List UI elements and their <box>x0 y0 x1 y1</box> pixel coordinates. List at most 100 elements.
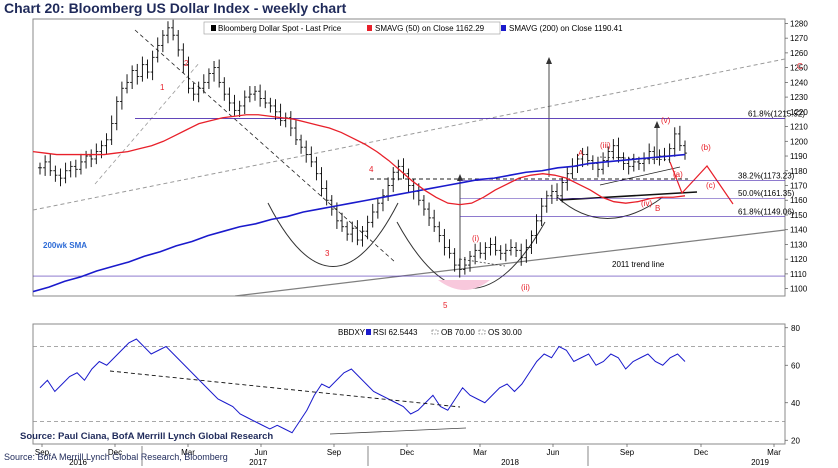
ohlc-bar <box>662 147 667 162</box>
chart-title: Chart 20: Bloomberg US Dollar Index - we… <box>4 0 347 16</box>
ohlc-bar <box>427 202 432 227</box>
price-y-tick-label: 1280 <box>790 19 808 28</box>
right-rounding-bottom <box>556 196 664 219</box>
x-month-label: Dec <box>108 448 122 457</box>
wave-label-b: B <box>655 204 660 213</box>
price-y-tick-label: 1260 <box>790 49 808 58</box>
ohlc-bar <box>621 152 626 171</box>
rsi-y-tick-label: 40 <box>791 399 800 408</box>
ohlc-bar <box>539 198 544 227</box>
ohlc-bar <box>78 153 83 175</box>
price-panel-frame <box>32 18 786 297</box>
ohlc-bar <box>442 228 447 256</box>
ohlc-bar <box>37 162 43 175</box>
rsi-trendlines <box>109 370 467 435</box>
ohlc-bar <box>534 214 539 244</box>
ohlc-bar <box>191 83 196 101</box>
fib-label-1: 38.2%(1173.23) <box>738 172 795 181</box>
x-month-label: Jun <box>547 448 560 457</box>
ohlc-bar <box>462 256 467 275</box>
wave-label-i: (i) <box>472 234 479 243</box>
ohlc-bar <box>503 243 508 262</box>
x-month-label: Dec <box>400 448 414 457</box>
ohlc-bar <box>53 165 58 182</box>
legend-rsi: RSI 62.5443 <box>373 328 418 337</box>
ohlc-bar <box>631 153 636 172</box>
ohlc-bar <box>124 74 130 94</box>
ohlc-bar <box>324 180 329 206</box>
ohlc-bar <box>84 150 89 169</box>
wave-label-5: 5 <box>443 301 448 310</box>
wave-label-b-small: (b) <box>701 143 711 152</box>
wave-i-ii-dotted <box>459 258 506 267</box>
ohlc-bar <box>447 239 452 259</box>
price-y-tick-label: 1240 <box>790 78 808 87</box>
ohlc-bar <box>186 56 191 94</box>
ohlc-bar <box>677 125 682 151</box>
wave-label-a-small: (a) <box>673 170 683 179</box>
rsi-line <box>39 338 686 434</box>
ohlc-bar <box>519 243 524 266</box>
ohlc-bar <box>329 195 334 216</box>
ohlc-bar <box>493 236 498 256</box>
price-y-tick-label: 1190 <box>790 152 808 161</box>
fib-labels-group: 61.8%(1215.52) 38.2%(1173.23) 50.0%(1161.3… <box>738 109 805 216</box>
wave-label-v: (v) <box>661 116 671 125</box>
x-month-label: Mar <box>473 448 487 457</box>
ohlc-bar <box>682 140 688 160</box>
fib-label-2: 50.0%(1161.35) <box>738 189 795 198</box>
upper-dashed-trendline <box>33 58 785 211</box>
ohlc-bar <box>201 74 206 94</box>
ohlc-bar <box>119 81 124 110</box>
pink-bottom-highlight <box>438 280 490 290</box>
ohlc-bar <box>278 103 283 126</box>
ohlc-bar <box>544 190 549 213</box>
legend-os: OS 30.00 <box>488 328 522 337</box>
ohlc-bar <box>652 146 657 165</box>
ohlc-bar <box>263 90 268 109</box>
ohlc-bar <box>386 177 391 201</box>
ohlc-bar <box>339 212 345 232</box>
wave-1-2-dashed-line <box>94 61 201 185</box>
rsi-down-trendline <box>109 370 461 408</box>
ohlc-bar <box>467 251 473 272</box>
ohlc-bar <box>560 177 565 203</box>
triangle-lower-support <box>559 191 698 201</box>
ohlc-bar <box>437 221 442 243</box>
ohlc-bar <box>58 168 63 187</box>
ohlc-bar <box>406 168 411 193</box>
ohlc-bar <box>508 239 513 256</box>
legend-ob: OB 70.00 <box>441 328 475 337</box>
legend-swatch-os <box>478 329 486 335</box>
ohlc-bar <box>232 94 237 116</box>
legend-swatch-sma200 <box>501 25 506 31</box>
price-y-tick-label: 1220 <box>790 108 808 117</box>
ohlc-bar <box>160 30 165 53</box>
price-y-tick-label: 1160 <box>790 196 808 205</box>
legend-sma200: SMAVG (200) on Close 1190.41 <box>509 24 623 33</box>
x-year-label: 2017 <box>249 458 267 467</box>
ohlc-bar <box>171 19 176 41</box>
ohlc-bar <box>524 239 529 263</box>
ohlc-bar <box>94 143 99 165</box>
x-month-label: Dec <box>694 448 708 457</box>
ohlc-bar <box>314 156 319 181</box>
fib-label-0: 61.8%(1215.52) <box>748 109 805 118</box>
ohlc-bar <box>611 139 616 160</box>
ohlc-bar <box>222 77 227 101</box>
x-month-label: Mar <box>181 448 195 457</box>
ohlc-bar <box>457 258 462 278</box>
ohlc-bar <box>334 202 339 229</box>
ohlc-bar <box>585 146 590 166</box>
ohlc-bar <box>288 111 293 137</box>
rsi-y-tick-label: 60 <box>791 361 800 370</box>
price-y-tick-label: 1250 <box>790 64 808 73</box>
ohlc-bar <box>181 43 186 73</box>
price-annotations <box>33 29 785 296</box>
ohlc-bar <box>319 167 324 197</box>
price-series-group <box>33 19 785 293</box>
ohlc-bar <box>672 127 677 157</box>
x-month-label: Jun <box>255 448 268 457</box>
ohlc-bar <box>114 96 119 131</box>
